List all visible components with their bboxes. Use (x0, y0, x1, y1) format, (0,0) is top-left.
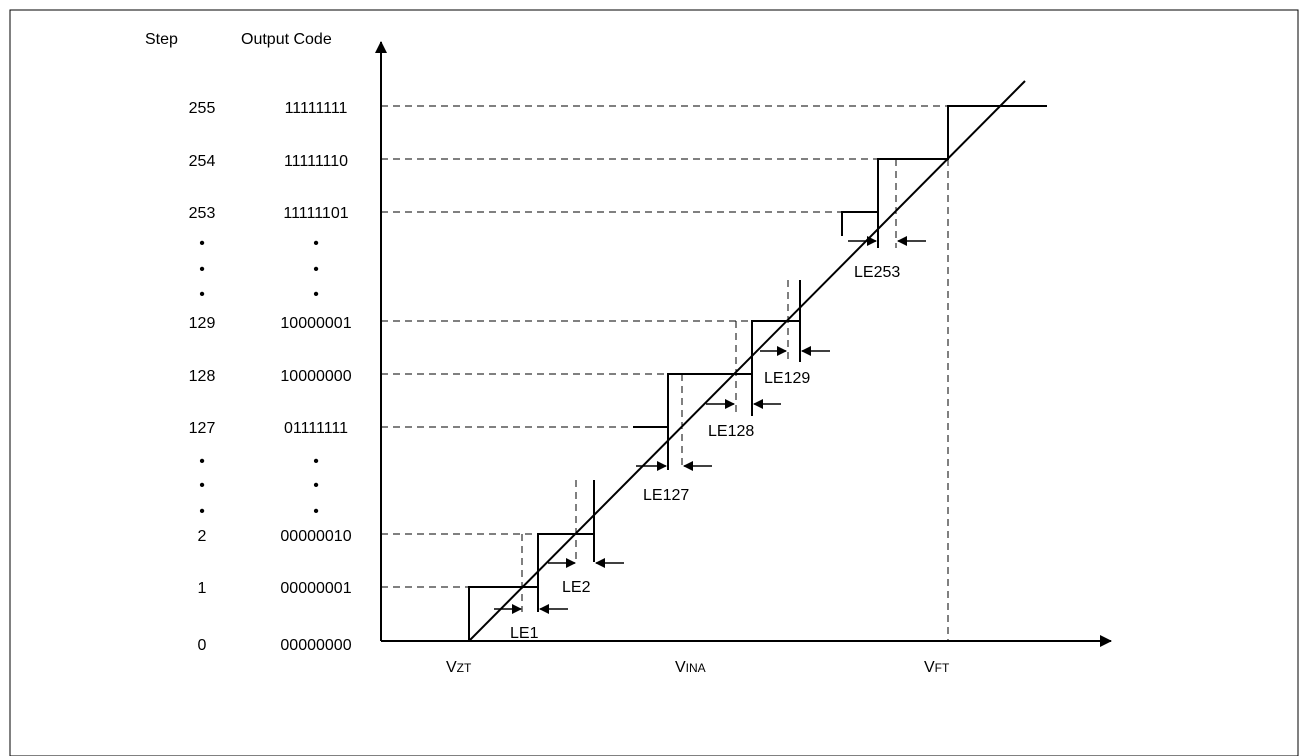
ellipsis-dot: • (313, 235, 319, 252)
staircase-transfer-function (468, 105, 1047, 641)
ideal-transfer-line (468, 80, 1026, 642)
ellipsis-dot: • (313, 453, 319, 470)
step-129: 129 (189, 315, 216, 332)
code-129: 10000001 (280, 315, 351, 332)
step-header: Step (145, 31, 178, 48)
stair-upper (841, 105, 1047, 236)
vft-sub: FT (935, 661, 950, 675)
step-128: 128 (189, 368, 216, 385)
code-guide-lines (381, 105, 948, 588)
code-0: 00000000 (280, 637, 351, 654)
ellipsis-dot: • (313, 477, 319, 494)
ellipsis-dot: • (199, 235, 205, 252)
step-253: 253 (189, 205, 216, 222)
ellipsis-dot: • (199, 453, 205, 470)
le1-label: LE1 (510, 625, 539, 642)
vina-label: VINA (675, 659, 706, 676)
ellipsis-dot: • (313, 261, 319, 278)
code-1: 00000001 (280, 580, 351, 597)
vft-label: VFT (924, 659, 950, 676)
ellipsis-upper: • • • • • • (199, 235, 319, 303)
ellipsis-dot: • (313, 503, 319, 520)
ideal-transition-lines (521, 159, 949, 641)
vzt-main: V (446, 659, 457, 676)
step-255: 255 (189, 100, 216, 117)
ellipsis-dot: • (199, 477, 205, 494)
code-255: 11111111 (285, 100, 348, 117)
code-254: 11111110 (284, 153, 348, 170)
vina-main: V (675, 659, 686, 676)
ellipsis-lower: • • • • • • (199, 453, 319, 520)
le2-label: LE2 (562, 579, 591, 596)
code-253: 11111101 (283, 205, 348, 222)
stair-lower (468, 480, 595, 641)
stair-middle (633, 280, 801, 428)
le129-label: LE129 (764, 370, 810, 387)
ellipsis-dot: • (199, 503, 205, 520)
step-0: 0 (198, 637, 207, 654)
le-arrows (494, 236, 926, 614)
code-2: 00000010 (280, 528, 351, 545)
vzt-label: VZT (446, 659, 472, 676)
ellipsis-dot: • (313, 286, 319, 303)
le128-label: LE128 (708, 423, 754, 440)
code-128: 10000000 (280, 368, 351, 385)
output-code-header: Output Code (241, 31, 332, 48)
step-254: 254 (189, 153, 216, 170)
step-1: 1 (198, 580, 207, 597)
ellipsis-dot: • (199, 261, 205, 278)
code-127: 01111111 (284, 420, 348, 437)
vina-sub: INA (686, 661, 706, 675)
le253-label: LE253 (854, 264, 900, 281)
ellipsis-dot: • (199, 286, 205, 303)
vzt-sub: ZT (457, 661, 472, 675)
figure-frame (9, 9, 1299, 756)
step-127: 127 (189, 420, 216, 437)
step-2: 2 (198, 528, 207, 545)
vft-main: V (924, 659, 935, 676)
le127-label: LE127 (643, 487, 689, 504)
